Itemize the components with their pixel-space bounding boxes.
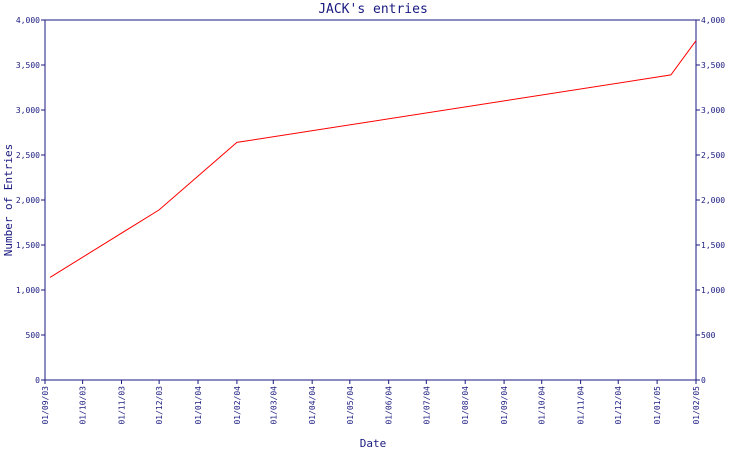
y-tick-label-right: 3,500 (701, 61, 725, 70)
x-tick-label: 01/03/04 (269, 386, 278, 425)
x-axis: 01/09/03 01/10/03 01/11/03 01/12/03 01/01/04… (41, 380, 701, 425)
x-tick-label: 01/08/04 (461, 386, 470, 425)
y-tick-label-right: 1,500 (701, 241, 725, 250)
x-tick-label: 01/04/04 (308, 386, 317, 425)
y-tick-label-left: 3,000 (16, 106, 40, 115)
y-tick-label-left: 1,500 (16, 241, 40, 250)
x-tick-label: 01/02/04 (233, 386, 242, 425)
x-tick-label: 01/02/05 (692, 386, 701, 425)
x-tick-label: 01/11/03 (118, 386, 127, 425)
y-axis-left: 0 500 1,000 1,500 2,000 2,500 3,000 3,500 4,000 (16, 16, 45, 385)
y-tick-label-left: 500 (26, 331, 41, 340)
x-tick-label: 01/07/04 (422, 386, 431, 425)
x-tick-label: 01/10/03 (79, 386, 88, 425)
y-tick-label-left: 0 (35, 376, 40, 385)
y-axis-right: 0 500 1,000 1,500 2,000 2,500 3,000 3,500 4,000 (696, 16, 725, 385)
y-tick-label-right: 1,000 (701, 286, 725, 295)
x-tick-label: 01/10/04 (538, 386, 547, 425)
x-tick-label: 01/01/04 (194, 386, 203, 425)
y-tick-label-right: 4,000 (701, 16, 725, 25)
y-tick-label-right: 2,500 (701, 151, 725, 160)
x-tick-label: 01/12/04 (614, 386, 623, 425)
x-tick-label: 01/06/04 (385, 386, 394, 425)
y-tick-label-right: 0 (701, 376, 706, 385)
x-tick-label: 01/01/05 (653, 386, 662, 425)
x-tick-label: 01/05/04 (346, 386, 355, 425)
series-layer (49, 40, 697, 278)
x-axis-label: Date (360, 437, 387, 450)
chart-title: JACK's entries (318, 2, 428, 17)
y-tick-label-left: 2,500 (16, 151, 40, 160)
x-tick-label: 01/09/03 (41, 386, 50, 425)
y-tick-label-right: 3,000 (701, 106, 725, 115)
plot-frame (44, 19, 697, 381)
series-line (49, 40, 697, 278)
y-tick-label-left: 3,500 (16, 61, 40, 70)
y-tick-label-left: 1,000 (16, 286, 40, 295)
x-tick-label: 01/09/04 (500, 386, 509, 425)
y-tick-label-left: 2,000 (16, 196, 40, 205)
y-tick-label-left: 4,000 (16, 16, 40, 25)
y-tick-label-right: 2,000 (701, 196, 725, 205)
y-tick-label-right: 500 (701, 331, 716, 340)
x-tick-label: 01/12/03 (155, 386, 164, 425)
y-axis-label: Number of Entries (2, 144, 15, 257)
x-tick-label: 01/11/04 (577, 386, 586, 425)
